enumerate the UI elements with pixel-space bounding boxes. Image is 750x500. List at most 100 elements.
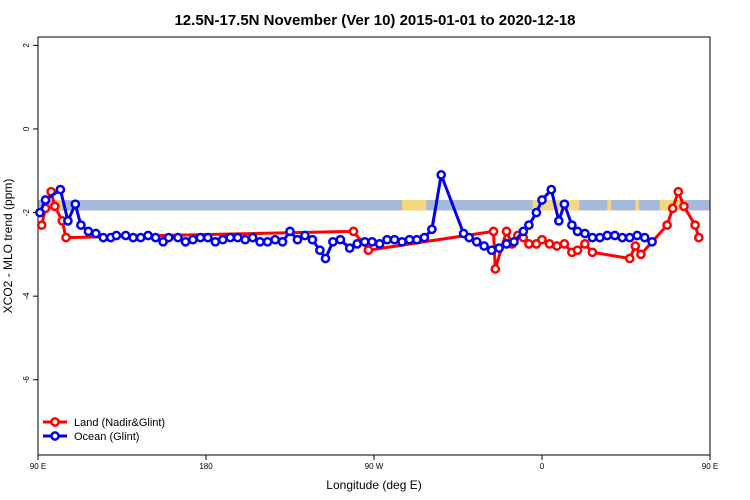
series-layer: [35, 170, 704, 274]
series-ocean-point: [609, 230, 620, 241]
series-ocean-point: [479, 241, 489, 251]
series-ocean-point: [255, 236, 265, 247]
series-land-point: [490, 264, 501, 274]
series-ocean-point: [486, 245, 497, 256]
series-ocean-point: [509, 236, 519, 247]
series-ocean-point: [247, 232, 258, 243]
x-tick-label: 0: [540, 462, 545, 471]
series-land-point: [693, 232, 704, 243]
series-ocean-point: [240, 234, 251, 245]
plot-background: [38, 200, 710, 211]
series-ocean-point: [315, 245, 325, 256]
series-ocean-point: [632, 230, 643, 241]
legend-item: Land (Nadir&Glint): [43, 417, 165, 429]
series-ocean-point: [277, 236, 288, 247]
series-ocean-point: [292, 234, 303, 245]
series-ocean-point: [300, 230, 310, 241]
series-ocean-point: [382, 234, 392, 245]
series-ocean-point: [335, 234, 346, 245]
series-land-point: [673, 186, 684, 197]
series-ocean-point: [464, 232, 475, 243]
series-ocean-point: [225, 232, 236, 243]
series-ocean-point: [150, 232, 161, 243]
series-ocean-point: [270, 234, 280, 245]
y-tick-label: 0: [22, 126, 31, 131]
land-coverage-segment: [402, 200, 427, 211]
series-land-point: [690, 220, 700, 230]
y-tick-label: -2: [22, 208, 31, 216]
series-ocean-point: [647, 236, 657, 247]
series-land-point: [636, 249, 646, 260]
series-ocean-point: [567, 220, 577, 230]
x-tick-label: 90 W: [365, 462, 384, 471]
series-land-point: [36, 220, 47, 230]
legend-label: Ocean (Glint): [74, 431, 139, 443]
series-land-point: [559, 239, 570, 249]
series-ocean-point: [359, 236, 370, 247]
land-coverage-segment: [607, 200, 612, 211]
y-tick-label: -4: [22, 292, 31, 300]
series-land-point: [572, 245, 583, 256]
series-ocean-point: [344, 243, 355, 253]
series-ocean-point: [412, 234, 422, 245]
series-land-point: [524, 239, 534, 249]
series-land-point: [679, 201, 689, 212]
series-land-point: [348, 226, 359, 237]
series-ocean-point: [389, 234, 400, 245]
chart-title: 12.5N-17.5N November (Ver 10) 2015-01-01…: [174, 12, 575, 29]
legend-marker: [50, 417, 60, 427]
series-ocean-point: [546, 184, 557, 195]
series-ocean-point: [436, 170, 447, 180]
series-land-point: [662, 220, 672, 230]
series-ocean-point: [135, 232, 146, 243]
series-land-point: [61, 232, 71, 243]
series-ocean-point: [76, 220, 86, 230]
series-ocean-point: [518, 226, 529, 237]
series-ocean-point: [602, 230, 613, 241]
series-ocean-point: [128, 232, 139, 243]
series-land-point: [580, 239, 590, 249]
series-ocean-point: [262, 236, 273, 247]
series-ocean-point: [328, 236, 338, 247]
series-land-point: [488, 226, 499, 237]
series-ocean-point: [352, 239, 363, 249]
series-ocean-point: [35, 207, 45, 218]
series-ocean-point: [91, 228, 101, 239]
y-tick-label: 2: [22, 43, 31, 48]
series-ocean-point: [285, 226, 295, 237]
series-ocean-point: [163, 232, 174, 243]
series-land-point: [552, 241, 562, 251]
series-land-point: [667, 203, 678, 214]
series-ocean-point: [374, 239, 385, 249]
series-ocean-point: [188, 234, 198, 245]
x-axis-label: Longitude (deg E): [326, 478, 421, 492]
x-axis: 90 E 180 90 W 0 90 E: [30, 455, 718, 471]
series-land-point: [624, 253, 635, 264]
series-ocean-point: [195, 232, 206, 243]
series-ocean-point: [595, 232, 605, 243]
series-ocean-point: [203, 232, 213, 243]
series-ocean-point: [63, 216, 73, 226]
legend-marker: [50, 431, 60, 441]
series-ocean-point: [367, 236, 377, 247]
series-ocean-point: [494, 243, 504, 253]
series-ocean-point: [55, 184, 66, 195]
series-ocean-point: [40, 195, 51, 205]
series-ocean-point: [307, 234, 318, 245]
series-ocean-point: [580, 228, 590, 239]
series-ocean-point: [397, 236, 407, 247]
series-ocean-point: [524, 220, 534, 230]
series-ocean-point: [98, 232, 109, 243]
series-land-point: [587, 247, 598, 258]
x-tick-label: 90 E: [30, 462, 46, 471]
series-ocean-point: [232, 232, 243, 243]
series-ocean-point: [624, 232, 635, 243]
legend-item: Ocean (Glint): [43, 431, 139, 443]
series-ocean-point: [143, 230, 153, 241]
series-ocean-point: [559, 199, 570, 210]
series-land-point: [501, 226, 512, 237]
legend: Land (Nadir&Glint) Ocean (Glint): [43, 417, 165, 443]
ocean-coverage-band: [38, 200, 710, 211]
y-axis-label: XCO2 - MLO trend (ppm): [1, 179, 15, 314]
